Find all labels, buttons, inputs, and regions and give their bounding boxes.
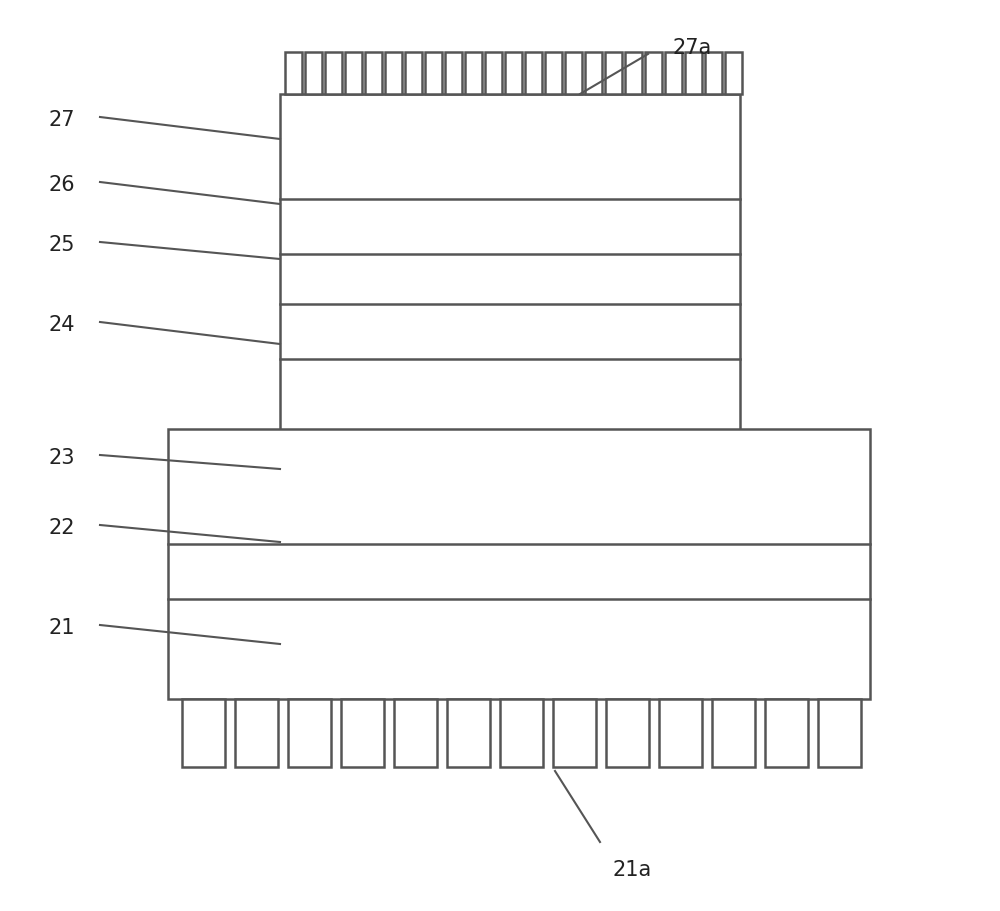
Bar <box>325 53 342 95</box>
Bar <box>725 53 742 95</box>
Bar <box>500 700 543 767</box>
Bar <box>605 53 622 95</box>
Bar <box>625 53 642 95</box>
Bar <box>525 53 542 95</box>
Bar <box>385 53 402 95</box>
Text: 24: 24 <box>48 314 75 334</box>
Bar <box>659 700 702 767</box>
Bar <box>394 700 437 767</box>
Bar <box>285 53 302 95</box>
Bar <box>485 53 502 95</box>
Bar <box>705 53 722 95</box>
Bar <box>545 53 562 95</box>
Text: 21: 21 <box>48 618 75 638</box>
Bar <box>445 53 462 95</box>
Bar <box>447 700 490 767</box>
Bar <box>465 53 482 95</box>
Bar <box>405 53 422 95</box>
Bar <box>818 700 861 767</box>
Bar <box>365 53 382 95</box>
Bar <box>305 53 322 95</box>
Bar <box>341 700 384 767</box>
Bar <box>168 429 870 700</box>
Bar <box>235 700 278 767</box>
Bar <box>585 53 602 95</box>
Text: 27: 27 <box>48 110 75 130</box>
Bar <box>565 53 582 95</box>
Bar <box>280 95 740 509</box>
Bar <box>345 53 362 95</box>
Text: 23: 23 <box>48 447 75 467</box>
Text: 27a: 27a <box>672 38 711 58</box>
Bar <box>765 700 808 767</box>
Bar <box>606 700 649 767</box>
Bar <box>712 700 755 767</box>
Text: 26: 26 <box>48 175 75 195</box>
Bar <box>553 700 596 767</box>
Bar <box>665 53 682 95</box>
Text: 22: 22 <box>48 517 75 537</box>
Text: 21a: 21a <box>612 859 651 879</box>
Text: 25: 25 <box>48 235 75 255</box>
Bar <box>425 53 442 95</box>
Bar <box>685 53 702 95</box>
Bar <box>288 700 331 767</box>
Bar <box>182 700 225 767</box>
Bar <box>645 53 662 95</box>
Bar <box>505 53 522 95</box>
